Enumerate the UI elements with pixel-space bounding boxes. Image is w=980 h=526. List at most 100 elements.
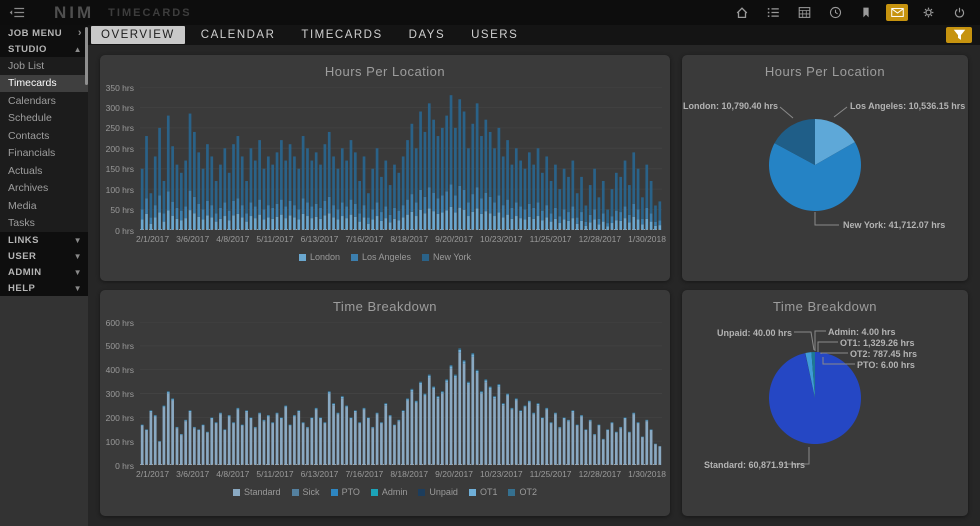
sidebar-group-help[interactable]: HELP ▼ (0, 280, 88, 296)
tab-days[interactable]: DAYS (408, 29, 446, 41)
legend-swatch (468, 488, 476, 496)
pie-slice-london[interactable] (774, 119, 815, 165)
sidebar-group-label: USER (8, 250, 37, 262)
x-tick-label: 5/11/2017 (256, 234, 294, 244)
sidebar-group-job-menu[interactable]: JOB MENU › (0, 25, 88, 41)
header-icon-row (731, 4, 980, 21)
x-tick-label: 2/1/2017 (136, 469, 170, 479)
collapse-menu-icon[interactable] (0, 7, 34, 18)
legend-item-unpaid[interactable]: Unpaid (418, 487, 458, 497)
chevron-down-icon: ▼ (73, 235, 82, 245)
y-tick-label: 50 hrs (110, 205, 134, 216)
legend-item-standard[interactable]: Standard (233, 487, 281, 497)
chevron-right-icon: › (77, 27, 82, 39)
bookmark-icon[interactable] (855, 4, 877, 21)
chevron-up-icon: ▲ (73, 44, 82, 54)
y-tick-label: 300 hrs (105, 102, 134, 113)
tab-overview[interactable]: OVERVIEW (91, 26, 185, 44)
x-tick-label: 5/11/2017 (256, 469, 294, 479)
y-tick-label: 200 hrs (105, 143, 134, 154)
power-icon[interactable] (948, 4, 970, 21)
x-tick-label: 12/28/2017 (578, 469, 622, 479)
top-bar: NIM TIMECARDS (0, 0, 980, 25)
sidebar-item-job-list[interactable]: Job List (0, 57, 88, 75)
sidebar-item-media[interactable]: Media (0, 197, 88, 215)
legend-item-ot1[interactable]: OT1 (468, 487, 498, 497)
legend-item-pto[interactable]: PTO (330, 487, 360, 497)
hours-per-location-bar-chart (140, 86, 662, 230)
sidebar-group-label: ADMIN (8, 266, 42, 278)
x-tick-label: 4/8/2017 (216, 234, 250, 244)
pie-slice-los-angeles[interactable] (815, 119, 855, 165)
legend-swatch (370, 488, 378, 496)
sidebar-group-studio[interactable]: STUDIO ▲ (0, 41, 88, 57)
tab-calendar[interactable]: CALENDAR (200, 29, 276, 41)
filter-button[interactable] (946, 27, 972, 43)
legend-label: Admin (381, 487, 408, 497)
sidebar-group-links[interactable]: LINKS ▼ (0, 232, 88, 248)
sidebar-item-tasks[interactable]: Tasks (0, 214, 88, 232)
chevron-down-icon: ▼ (73, 283, 82, 293)
sidebar-item-schedule[interactable]: Schedule (0, 109, 88, 127)
x-axis: 2/1/2017 3/6/2017 4/8/2017 5/11/2017 6/13/20… (136, 234, 666, 244)
x-tick-label: 2/1/2017 (136, 234, 170, 244)
pie-slice-ot1[interactable] (805, 352, 815, 398)
legend-item-admin[interactable]: Admin (370, 487, 408, 497)
pie-slice-ot2[interactable] (811, 352, 815, 398)
legend-swatch (233, 488, 241, 496)
x-tick-label: 4/8/2017 (216, 469, 250, 479)
x-tick-label: 10/23/2017 (480, 469, 523, 479)
y-tick-label: 350 hrs (105, 82, 134, 93)
x-tick-label: 3/6/2017 (176, 469, 210, 479)
pie-slice-new-york[interactable] (769, 142, 861, 211)
sidebar-item-financials[interactable]: Financials (0, 144, 88, 162)
home-icon[interactable] (731, 4, 753, 21)
y-tick-label: 100 hrs (105, 184, 134, 195)
list-icon[interactable] (762, 4, 784, 21)
legend-swatch (330, 488, 338, 496)
pie-label-standard: Standard: 60,871.91 hrs (704, 460, 806, 470)
chevron-down-icon: ▼ (73, 251, 82, 261)
pie-label-admin: Admin: 4.00 hrs (828, 327, 896, 337)
x-tick-label: 3/6/2017 (176, 234, 210, 244)
pie-label-new-york: New York: 41,712.07 hrs (843, 220, 946, 230)
pie-slice-admin[interactable] (805, 353, 815, 398)
legend-swatch (298, 253, 306, 261)
clock-icon[interactable] (824, 4, 846, 21)
sidebar-item-timecards[interactable]: Timecards (0, 74, 88, 92)
sidebar-group-admin[interactable]: ADMIN ▼ (0, 264, 88, 280)
legend-item-london[interactable]: London (298, 252, 340, 262)
sidebar-item-archives[interactable]: Archives (0, 179, 88, 197)
pie-label-unpaid: Unpaid: 40.00 hrs (716, 328, 792, 338)
legend-item-ot2[interactable]: OT2 (508, 487, 537, 497)
tab-timecards[interactable]: TIMECARDS (301, 29, 383, 41)
gear-icon[interactable] (917, 4, 939, 21)
x-tick-label: 11/25/2017 (529, 469, 572, 479)
x-tick-label: 7/16/2017 (345, 469, 384, 479)
sidebar-item-contacts[interactable]: Contacts (0, 127, 88, 145)
time-breakdown-bar-chart (140, 321, 662, 465)
mail-icon[interactable] (886, 4, 908, 21)
y-tick-label: 100 hrs (105, 436, 134, 447)
legend-item-new-york[interactable]: New York (422, 252, 471, 262)
chart-legend: London Los Angeles New York (100, 252, 670, 262)
legend-label: OT1 (479, 487, 498, 497)
legend-item-sick[interactable]: Sick (291, 487, 320, 497)
sidebar-item-calendars[interactable]: Calendars (0, 92, 88, 110)
tab-users[interactable]: USERS (471, 29, 519, 41)
sidebar-group-label: JOB MENU (8, 27, 63, 39)
legend-label: Standard (244, 487, 281, 497)
y-tick-label: 400 hrs (105, 365, 134, 376)
pie-slice-unpaid[interactable] (805, 353, 815, 398)
sidebar-item-actuals[interactable]: Actuals (0, 162, 88, 180)
legend-label: Unpaid (429, 487, 458, 497)
legend-item-los-angeles[interactable]: Los Angeles (350, 252, 412, 262)
sidebar-scrollbar[interactable] (85, 27, 88, 85)
x-tick-label: 6/13/2017 (300, 234, 339, 244)
panel-hours-per-location-bar: Hours Per Location 0 hrs 50 hrs 100 hrs 150… (100, 55, 670, 281)
sidebar-group-user[interactable]: USER ▼ (0, 248, 88, 264)
legend-label: Los Angeles (361, 252, 412, 262)
calendar-grid-icon[interactable] (793, 4, 815, 21)
pie-label-london: London: 10,790.40 hrs (682, 101, 778, 111)
x-axis: 2/1/2017 3/6/2017 4/8/2017 5/11/2017 6/13/20… (136, 469, 666, 479)
